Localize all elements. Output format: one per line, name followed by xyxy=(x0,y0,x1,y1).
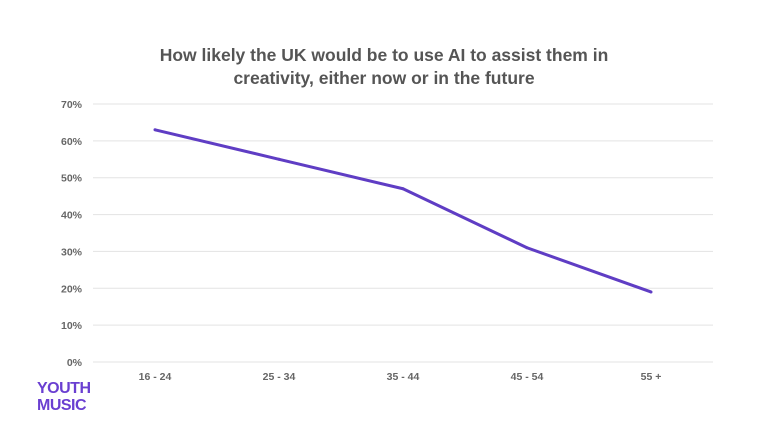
chart-title-line-1: How likely the UK would be to use AI to … xyxy=(159,45,609,65)
y-tick-label: 30% xyxy=(61,246,83,258)
data-point xyxy=(525,246,529,250)
y-tick-label: 50% xyxy=(61,173,83,185)
x-tick-label: 16 - 24 xyxy=(139,371,172,383)
x-tick-label: 55 + xyxy=(641,371,662,383)
y-tick-label: 60% xyxy=(61,136,83,148)
y-tick-label: 0% xyxy=(67,357,83,369)
data-point xyxy=(277,157,281,161)
chart-title: How likely the UK would be to use AI to … xyxy=(0,44,768,90)
x-tick-label: 45 - 54 xyxy=(511,371,544,383)
data-point xyxy=(649,290,653,294)
y-tick-label: 10% xyxy=(61,320,83,332)
data-point xyxy=(401,187,405,191)
x-tick-label: 25 - 34 xyxy=(263,371,296,383)
y-tick-label: 40% xyxy=(61,210,83,222)
data-point xyxy=(153,128,157,132)
y-tick-label: 20% xyxy=(61,283,83,295)
y-tick-label: 70% xyxy=(61,99,83,111)
logo-line-2: MUSIC xyxy=(37,397,87,414)
series-line xyxy=(154,128,652,294)
x-tick-label: 35 - 44 xyxy=(387,371,420,383)
chart-title-line-2: creativity, either now or in the future xyxy=(233,68,535,88)
youth-music-logo: YOUTH MUSIC xyxy=(37,380,91,414)
logo-line-1: YOUTH xyxy=(37,380,91,397)
